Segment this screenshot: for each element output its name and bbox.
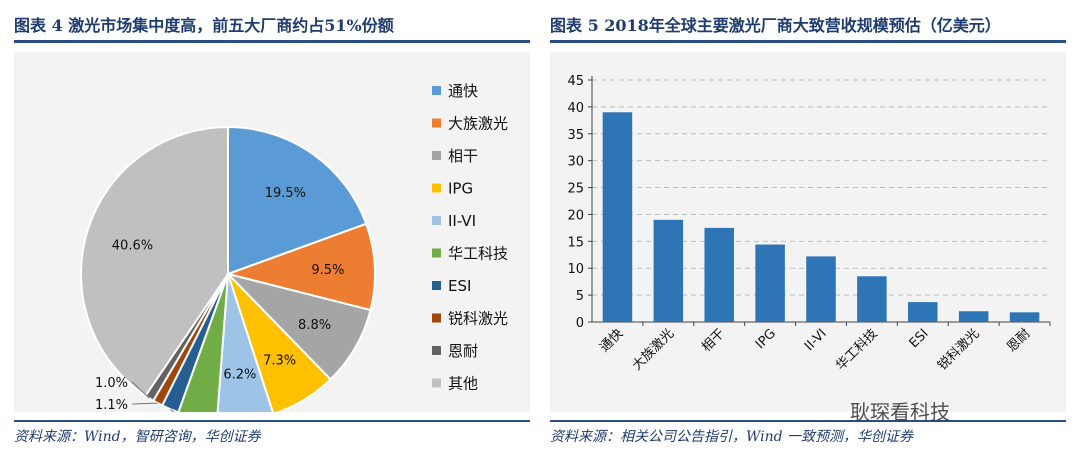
right-source-note: 资料来源：相关公司公告指引，Wind 一致预测，华创证券 bbox=[550, 429, 914, 445]
x-tick-label-2: 相干 bbox=[699, 326, 728, 355]
pie-data-label-8: 1.0% bbox=[95, 376, 128, 391]
pie-data-label-4: 6.2% bbox=[223, 367, 256, 382]
right-chart-title: 图表 5 2018年全球主要激光厂商大致营收规模预估（亿美元） bbox=[550, 16, 1001, 35]
pie-chart: 19.5%9.5%8.8%7.3%6.2%4.3%1.9%1.1%1.0%40.… bbox=[80, 82, 508, 451]
bar-5 bbox=[857, 276, 887, 322]
legend-swatch-4 bbox=[432, 216, 441, 225]
bar-1 bbox=[653, 219, 684, 322]
y-tick-label-40: 40 bbox=[567, 101, 584, 116]
x-tick-label-3: IPG bbox=[753, 326, 779, 352]
pie-data-label-7: 1.1% bbox=[95, 398, 128, 412]
legend-label-5: 华工科技 bbox=[448, 245, 508, 263]
legend-swatch-1 bbox=[432, 118, 441, 128]
pie-slice-2 bbox=[224, 272, 372, 381]
bar-8 bbox=[1009, 312, 1040, 322]
bar-6 bbox=[908, 302, 938, 322]
legend-swatch-7 bbox=[432, 313, 441, 323]
left-source-rule bbox=[14, 420, 530, 422]
legend-label-8: 恩耐 bbox=[448, 342, 478, 360]
legend-label-9: 其他 bbox=[448, 375, 478, 393]
legend-swatch-0 bbox=[432, 86, 441, 95]
legend-label-4: II-VI bbox=[448, 212, 476, 230]
y-tick-label-45: 45 bbox=[567, 74, 584, 89]
pie-data-label-2: 8.8% bbox=[298, 318, 331, 333]
pie-data-label-1: 9.5% bbox=[311, 263, 344, 278]
legend-swatch-6 bbox=[432, 281, 441, 290]
right-source-rule bbox=[550, 420, 1066, 422]
x-tick-label-4: II-VI bbox=[802, 326, 830, 354]
pie-leader-line-7 bbox=[131, 402, 158, 405]
legend-label-0: 通快 bbox=[448, 82, 478, 100]
legend-label-6: ESI bbox=[448, 277, 471, 295]
x-tick-label-1: 大族激光 bbox=[629, 326, 677, 374]
pie-data-label-9: 40.6% bbox=[112, 239, 153, 254]
pie-chart-frame: 19.5%9.5%8.8%7.3%6.2%4.3%1.9%1.1%1.0%40.… bbox=[14, 52, 530, 451]
bar-3 bbox=[755, 244, 785, 322]
bar-2 bbox=[704, 227, 734, 322]
pie-data-label-3: 7.3% bbox=[263, 354, 296, 369]
pie-leader-line-8 bbox=[131, 381, 150, 399]
legend-label-7: 锐科激光 bbox=[448, 310, 508, 328]
legend-swatch-2 bbox=[432, 151, 441, 160]
y-tick-label-10: 10 bbox=[567, 262, 584, 277]
y-tick-label-0: 0 bbox=[576, 316, 584, 331]
y-tick-label-5: 5 bbox=[576, 289, 584, 304]
legend-label-2: 相干 bbox=[448, 147, 478, 165]
pie-data-label-0: 19.5% bbox=[265, 186, 306, 201]
legend-swatch-3 bbox=[432, 183, 441, 193]
pie-slice-0 bbox=[227, 125, 368, 276]
bar-4 bbox=[806, 256, 836, 322]
bar-chart-frame: 0 5 10 15 20 25 30 35 40 45 通快 大族激光 相干 IPG II-VI 华工科技 ES… bbox=[550, 52, 1066, 412]
watermark: 耿琛看科技 bbox=[850, 400, 950, 424]
left-chart-title: 图表 4 激光市场集中度高，前五大厂商约占51%份额 bbox=[14, 16, 394, 35]
x-tick-label-7: 锐科激光 bbox=[935, 326, 982, 373]
left-panel: 图表 4 激光市场集中度高，前五大厂商约占51%份额 19.5% 9.5% 8.8%… bbox=[0, 0, 530, 461]
x-tick-label-0: 通快 bbox=[597, 326, 626, 355]
legend-swatch-9 bbox=[432, 378, 441, 388]
y-tick-label-30: 30 bbox=[567, 155, 584, 170]
y-tick-label-15: 15 bbox=[567, 235, 584, 250]
bar-0 bbox=[602, 112, 633, 322]
y-tick-label-25: 25 bbox=[567, 182, 584, 197]
x-tick-label-8: 恩耐 bbox=[1004, 326, 1033, 355]
x-tick-label-6: ESI bbox=[907, 326, 932, 351]
bar-chart: 0 5 10 15 20 25 30 35 40 45 通快 大族激光 相干 IPG II-VI 华工科技 ES… bbox=[567, 74, 1051, 374]
right-title-bar: 图表 5 2018年全球主要激光厂商大致营收规模预估（亿美元） bbox=[550, 6, 1066, 43]
pie-slice-1 bbox=[224, 222, 376, 312]
y-tick-label-20: 20 bbox=[567, 208, 584, 223]
left-source-note: 资料来源：Wind，智研咨询，华创证券 bbox=[14, 429, 261, 445]
legend-swatch-5 bbox=[432, 248, 441, 258]
legend-swatch-8 bbox=[432, 346, 441, 355]
left-title-bar: 图表 4 激光市场集中度高，前五大厂商约占51%份额 bbox=[14, 6, 530, 43]
x-tick-label-5: 华工科技 bbox=[833, 326, 880, 373]
legend-label-3: IPG bbox=[448, 180, 473, 198]
y-tick-label-35: 35 bbox=[567, 128, 584, 143]
pie-slice-9 bbox=[80, 125, 229, 398]
legend-label-1: 大族激光 bbox=[448, 115, 508, 133]
right-panel: 图表 5 2018年全球主要激光厂商大致营收规模预估（亿美元） 0 5 10 15 20… bbox=[550, 0, 1078, 461]
bar-7 bbox=[958, 311, 989, 322]
